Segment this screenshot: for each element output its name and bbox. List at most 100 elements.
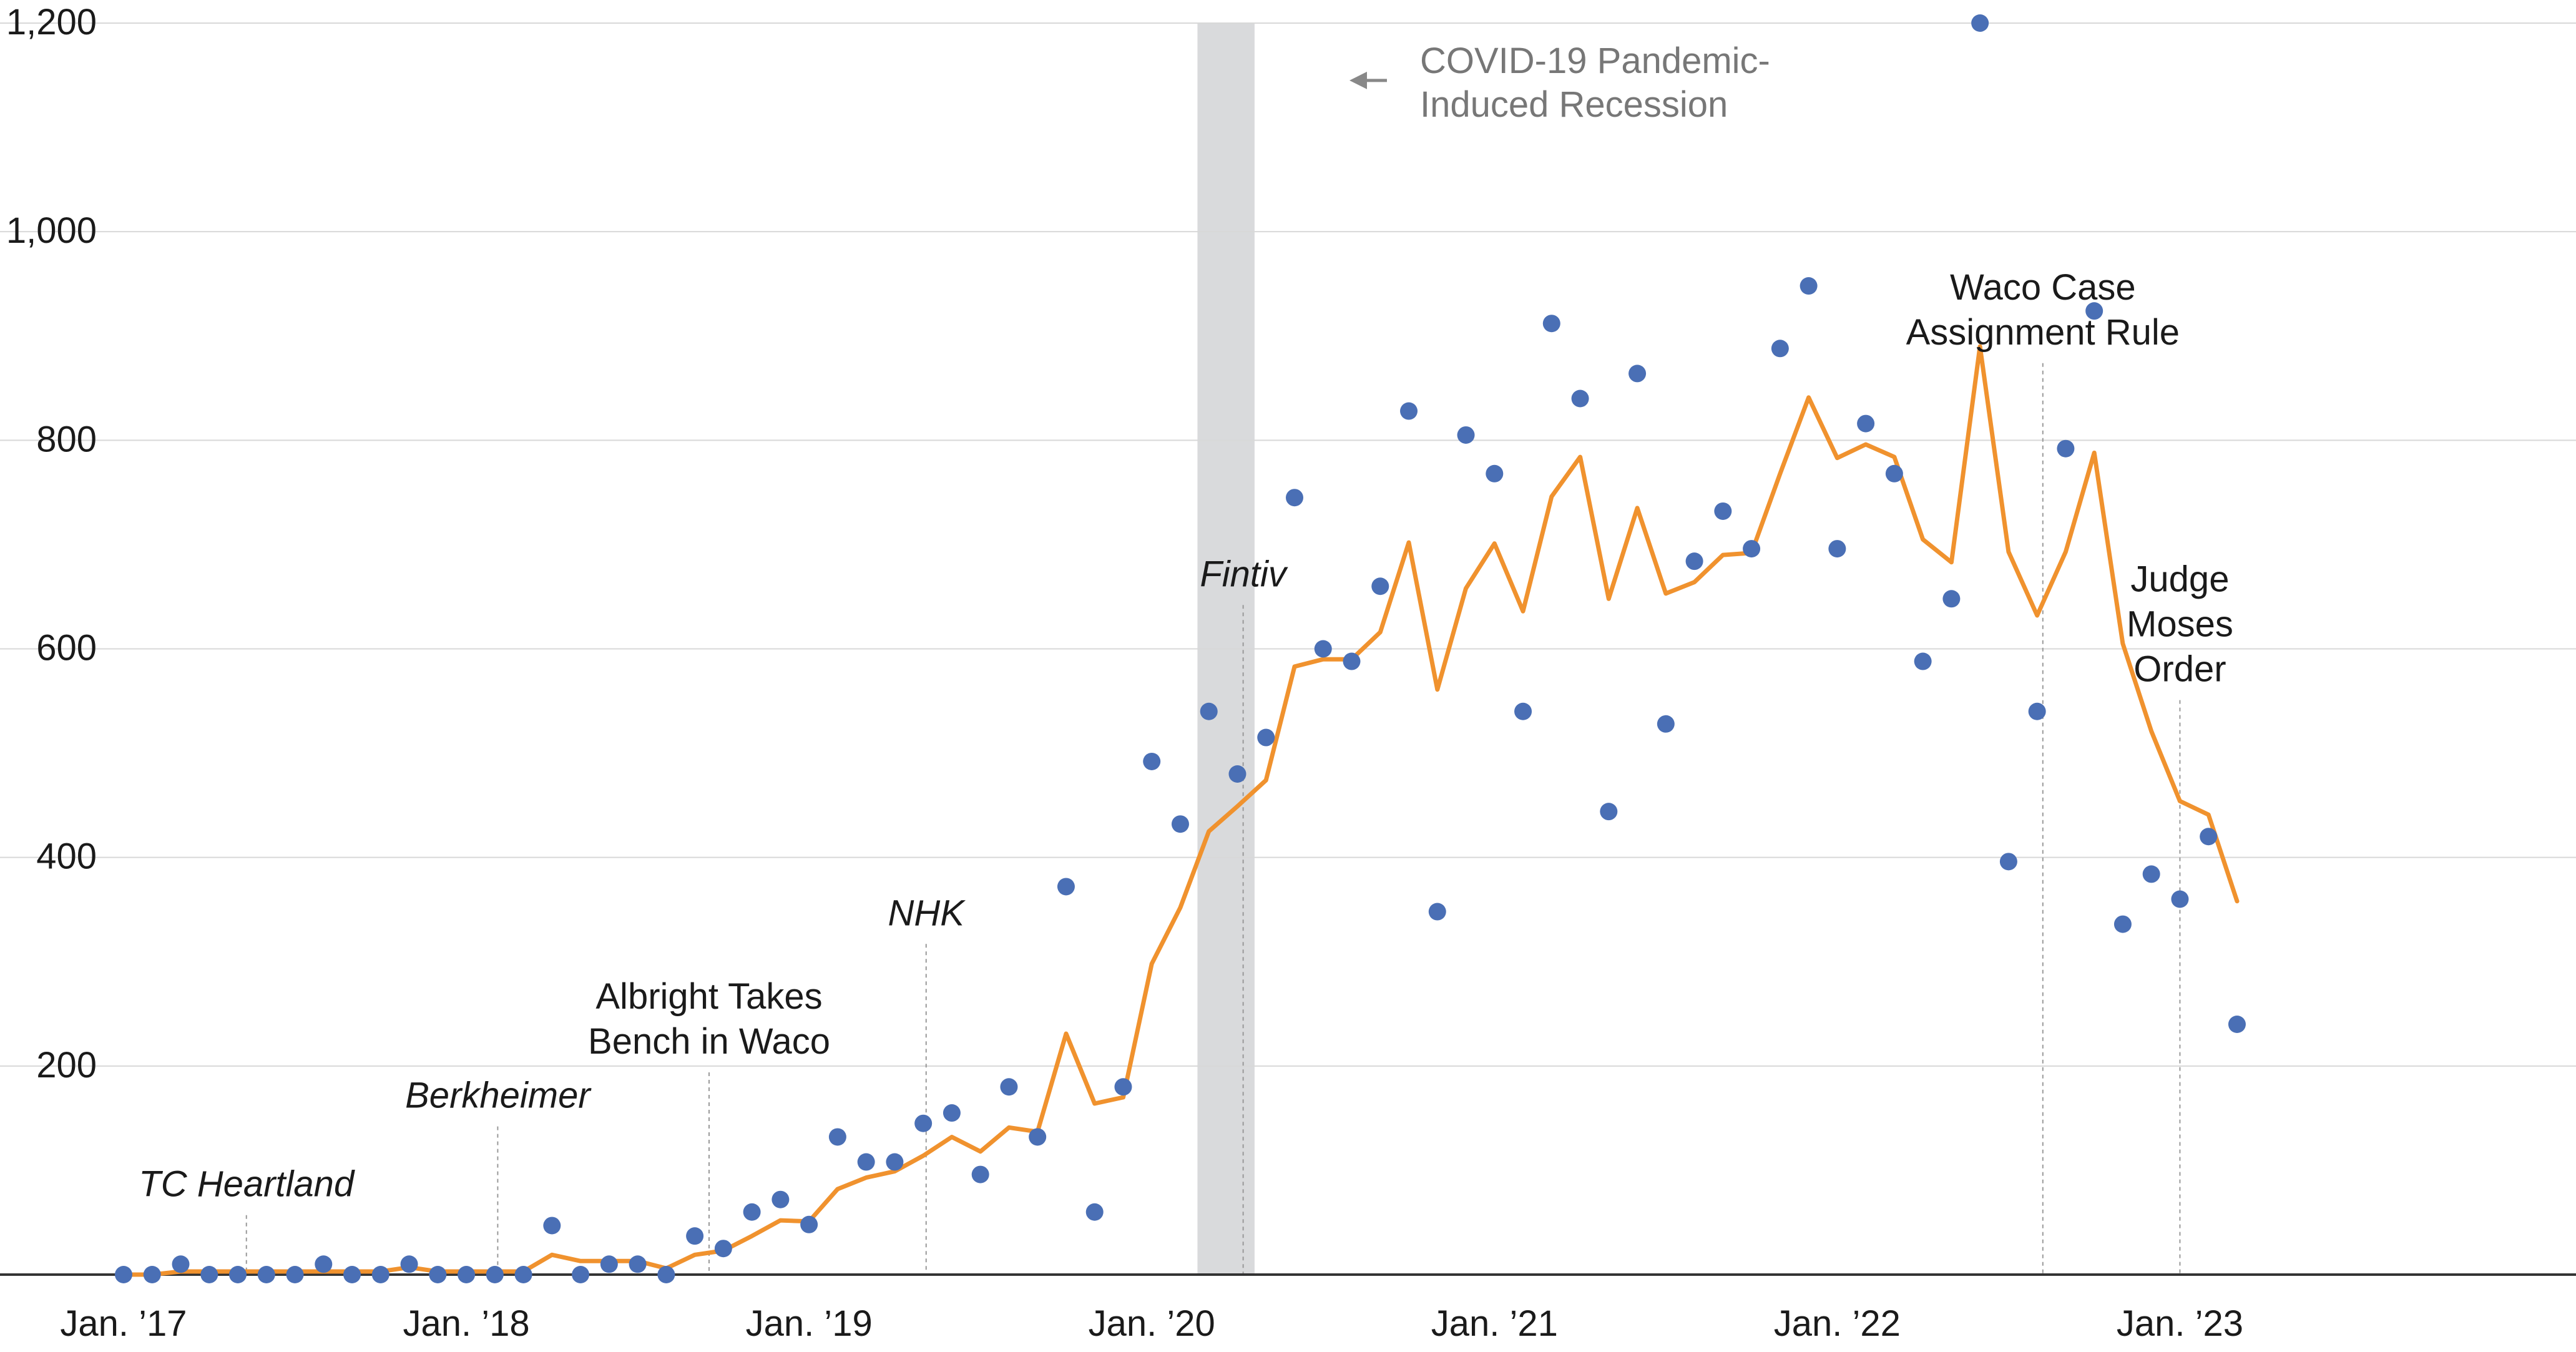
scatter-point: [2228, 1016, 2246, 1033]
scatter-point: [115, 1266, 132, 1283]
annotation-text: Fintiv: [1200, 554, 1288, 594]
scatter-point: [1029, 1128, 1046, 1145]
annotation-text: Waco Case: [1950, 267, 2136, 308]
scatter-point: [1714, 502, 1731, 520]
scatter-point: [1343, 653, 1361, 670]
scatter-point: [1800, 277, 1818, 295]
recession-label-text: Induced Recession: [1420, 84, 1728, 125]
scatter-point: [715, 1240, 732, 1257]
x-tick-label: Jan. ’17: [60, 1303, 187, 1344]
scatter-point: [1143, 753, 1160, 770]
scatter-point: [1771, 340, 1789, 357]
scatter-point: [800, 1216, 818, 1233]
scatter-point: [1914, 653, 1932, 670]
x-tick-label: Jan. ’19: [746, 1303, 873, 1344]
y-tick-label: 1,200: [6, 2, 97, 42]
scatter-point: [229, 1266, 247, 1283]
scatter-point: [686, 1227, 703, 1245]
scatter-point: [600, 1255, 618, 1273]
scatter-point: [572, 1266, 589, 1283]
y-tick-label: 400: [36, 836, 97, 877]
x-tick-label: Jan. ’20: [1089, 1303, 1215, 1344]
scatter-point: [286, 1266, 304, 1283]
scatter-point: [401, 1255, 418, 1273]
y-tick-label: 800: [36, 419, 97, 459]
y-tick-label: 600: [36, 628, 97, 669]
scatter-point: [1857, 415, 1874, 433]
annotation-label-1: Berkheimer: [405, 1075, 592, 1116]
scatter-point: [1486, 465, 1503, 483]
scatter-point: [144, 1266, 161, 1283]
scatter-point: [1000, 1078, 1017, 1095]
annotation-labels: TC Heartland Berkheimer Albright TakesBenc…: [139, 267, 2233, 1205]
scatter-point: [2171, 891, 2188, 908]
scatter-point: [543, 1217, 561, 1234]
scatter-point: [1886, 465, 1903, 483]
annotation-text: TC Heartland: [139, 1164, 355, 1205]
scatter-point: [1371, 577, 1389, 595]
scatter-point: [886, 1154, 903, 1171]
scatter-point: [458, 1266, 475, 1283]
scatter-point: [1057, 878, 1075, 895]
annotation-text: Berkheimer: [405, 1075, 592, 1116]
annotation-label-6: JudgeMosesOrder: [2127, 559, 2233, 690]
recession-label-text: COVID-19 Pandemic-: [1420, 41, 1770, 81]
annotation-text: Albright Takes: [595, 976, 822, 1017]
annotation-text: Order: [2133, 649, 2226, 690]
scatter-point: [829, 1128, 846, 1145]
scatter-point: [1315, 640, 1332, 658]
scatter-point: [1942, 590, 1960, 607]
scatter-point: [258, 1266, 275, 1283]
scatter-point: [1286, 489, 1303, 506]
annotation-label-2: Albright TakesBench in Waco: [588, 976, 830, 1062]
scatter-point: [2057, 440, 2074, 458]
scatter-point: [972, 1166, 989, 1183]
y-tick-label: 200: [36, 1045, 97, 1085]
scatter-point: [1114, 1078, 1132, 1095]
scatter-point: [1686, 552, 1703, 570]
annotation-text: Assignment Rule: [1906, 312, 2180, 353]
annotation-label-5: Waco CaseAssignment Rule: [1906, 267, 2180, 353]
annotation-label-3: NHK: [888, 893, 966, 933]
scatter-point: [629, 1255, 647, 1273]
scatter-point: [1514, 703, 1532, 720]
scatter-point: [1828, 540, 1846, 557]
scatter-point: [1200, 703, 1218, 720]
scatter-point: [657, 1266, 675, 1283]
scatter-point: [743, 1203, 761, 1221]
scatter-point: [1628, 365, 1646, 382]
scatter-point: [2200, 828, 2217, 845]
recession-annotation: COVID-19 Pandemic-Induced Recession: [1349, 41, 1770, 125]
x-tick-label: Jan. ’22: [1774, 1303, 1901, 1344]
annotation-text: Moses: [2127, 604, 2233, 645]
series-line: [124, 346, 2237, 1275]
x-tick-label: Jan. ’21: [1431, 1303, 1558, 1344]
scatter-point: [1743, 540, 1760, 557]
scatter-point: [858, 1154, 875, 1171]
scatter-point: [2114, 916, 2132, 933]
scatter-point: [1657, 715, 1675, 733]
scatter-point: [172, 1255, 190, 1273]
scatter-point: [2000, 853, 2017, 870]
scatter-point: [372, 1266, 389, 1283]
scatter-point: [2143, 865, 2160, 883]
x-tick-label: Jan. ’18: [403, 1303, 529, 1344]
scatter-point: [1543, 315, 1560, 332]
scatter-point: [315, 1255, 332, 1273]
y-tick-labels: 200 400 600 800 1,000 1,200: [6, 2, 97, 1085]
annotation-text: Bench in Waco: [588, 1021, 830, 1062]
scatter-point: [200, 1266, 218, 1283]
x-tick-label: Jan. ’23: [2117, 1303, 2243, 1344]
annotation-text: NHK: [888, 893, 966, 933]
scatter-point: [1086, 1203, 1104, 1221]
scatter-point: [1429, 903, 1446, 921]
scatter-point: [943, 1104, 961, 1122]
recession-arrow-head: [1349, 72, 1367, 89]
y-tick-label: 1,000: [6, 210, 97, 251]
scatter-point: [1457, 426, 1475, 444]
scatter-point: [343, 1266, 361, 1283]
annotation-text: Judge: [2130, 559, 2229, 600]
scatter-point: [2029, 703, 2046, 720]
annotation-label-0: TC Heartland: [139, 1164, 355, 1205]
